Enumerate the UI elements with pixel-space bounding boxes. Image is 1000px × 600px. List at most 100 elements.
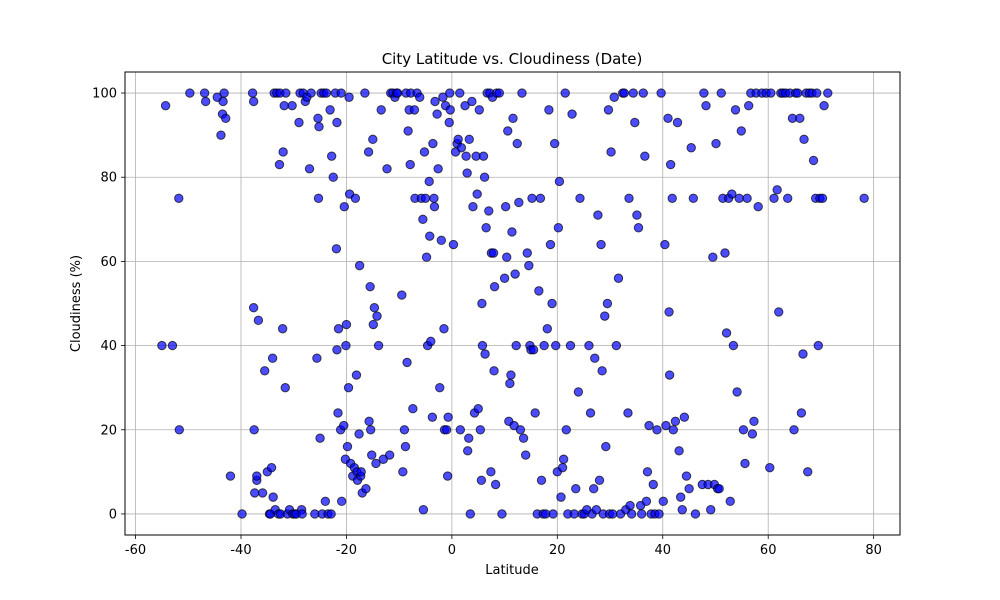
data-point <box>314 122 324 132</box>
data-point <box>332 345 342 355</box>
data-point <box>384 450 395 460</box>
data-point <box>281 88 291 98</box>
data-point <box>549 138 560 149</box>
data-point <box>660 239 670 250</box>
data-point <box>306 88 316 98</box>
data-point <box>670 416 681 427</box>
data-point <box>557 462 568 473</box>
data-point <box>679 412 690 422</box>
data-point <box>769 193 779 203</box>
data-point <box>688 193 699 203</box>
data-point <box>304 164 315 174</box>
data-point <box>445 88 455 98</box>
data-point <box>743 100 754 111</box>
data-point <box>332 117 342 128</box>
data-point <box>420 193 431 203</box>
data-point <box>813 340 823 351</box>
data-point <box>435 382 445 393</box>
data-point <box>361 484 371 494</box>
data-point <box>399 425 410 435</box>
data-point <box>274 159 285 170</box>
data-point <box>569 509 579 519</box>
data-point <box>326 151 337 161</box>
data-point <box>600 311 610 321</box>
data-point <box>630 117 640 128</box>
data-point <box>708 252 718 262</box>
data-point <box>753 201 763 212</box>
data-point <box>268 492 278 502</box>
data-point <box>738 425 749 435</box>
data-point <box>658 496 668 507</box>
data-point <box>490 479 501 490</box>
data-point <box>593 210 603 220</box>
data-point <box>442 471 453 481</box>
data-point <box>249 488 260 498</box>
data-point <box>474 105 484 115</box>
data-point <box>344 92 354 102</box>
data-point <box>476 475 487 485</box>
data-point <box>684 484 694 494</box>
data-point <box>607 509 618 519</box>
data-point <box>668 425 678 435</box>
data-point <box>484 206 494 216</box>
data-point <box>467 96 477 107</box>
data-point <box>364 416 374 427</box>
y-axis-label: Cloudiness (%) <box>69 255 84 352</box>
data-point <box>462 168 472 178</box>
data-point <box>503 126 513 136</box>
data-point <box>507 227 517 237</box>
data-point <box>803 467 813 477</box>
data-point <box>331 244 342 254</box>
data-point <box>742 193 752 203</box>
data-point <box>611 340 622 351</box>
data-point <box>515 425 526 435</box>
data-point <box>341 340 351 351</box>
data-point <box>439 324 449 334</box>
data-point <box>536 475 547 485</box>
data-point <box>514 197 524 208</box>
data-point <box>499 273 510 283</box>
data-point <box>464 433 474 443</box>
data-point <box>522 248 532 258</box>
data-point <box>510 269 520 279</box>
data-point <box>489 366 499 376</box>
data-point <box>573 387 584 397</box>
data-point <box>342 441 353 452</box>
data-point <box>279 100 289 111</box>
x-axis-label: Latitude <box>485 563 539 578</box>
data-point <box>789 425 799 435</box>
data-point <box>783 193 793 203</box>
data-point <box>591 505 602 515</box>
data-point <box>506 370 516 380</box>
data-point <box>740 458 750 469</box>
data-point <box>664 307 674 317</box>
data-point <box>174 425 185 435</box>
axis-ticks: -60 -40 -20 0 20 40 60 80 0 20 40 60 80 100 <box>92 87 882 558</box>
data-point <box>544 105 554 115</box>
x-tick-label: 80 <box>865 543 882 558</box>
data-point <box>419 147 430 157</box>
data-point <box>798 349 808 359</box>
data-point <box>765 462 775 473</box>
data-point <box>505 378 515 389</box>
data-point <box>636 509 647 519</box>
data-point <box>728 340 739 351</box>
data-point <box>398 467 408 477</box>
data-point <box>638 88 648 98</box>
data-point <box>436 235 447 246</box>
data-point <box>575 193 585 203</box>
data-point <box>766 88 776 98</box>
data-point <box>453 134 463 145</box>
data-point <box>597 366 607 376</box>
data-point <box>644 420 654 431</box>
data-point <box>456 143 467 153</box>
data-point <box>252 471 262 481</box>
data-point <box>475 425 486 435</box>
data-point <box>509 420 519 431</box>
data-point <box>556 492 566 502</box>
grid-lines <box>125 72 900 535</box>
data-point <box>648 479 658 490</box>
data-point <box>200 96 211 107</box>
data-point <box>373 340 384 351</box>
data-point <box>376 105 386 115</box>
